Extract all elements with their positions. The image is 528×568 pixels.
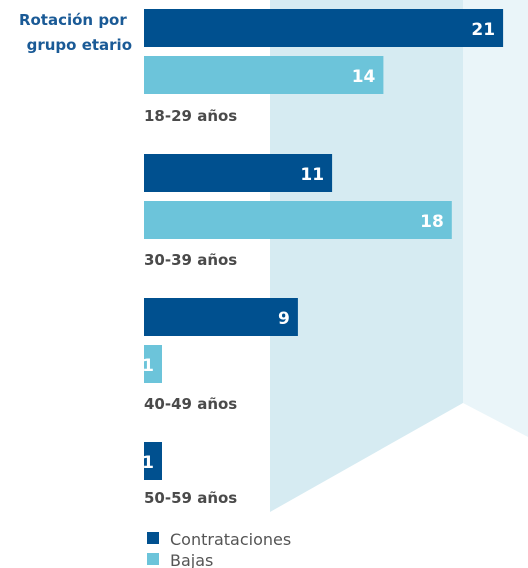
- bar-value-label-contrataciones-40-49-a-os: 9: [278, 309, 290, 329]
- legend-swatch-contrataciones: [147, 532, 159, 544]
- background-panel-light: [463, 0, 528, 437]
- legend: Contrataciones Bajas: [147, 530, 291, 568]
- bar-bajas-18-29-a-os: [144, 56, 384, 94]
- bar-bajas-40-49-a-os: [144, 345, 162, 383]
- category-label-18-29-a-os: 18-29 años: [144, 107, 237, 125]
- legend-label-contrataciones: Contrataciones: [170, 530, 291, 549]
- category-label-30-39-a-os: 30-39 años: [144, 251, 237, 269]
- category-labels-layer: 18-29 años 30-39 años 40-49 años 50-59 años: [144, 107, 237, 507]
- chart-title-line-2: grupo etario: [27, 36, 132, 54]
- legend-swatch-bajas: [147, 553, 159, 565]
- bar-contrataciones-50-59-a-os: [144, 442, 162, 480]
- bar-value-label-contrataciones-50-59-a-os: 1: [142, 453, 154, 473]
- bar-value-label-contrataciones-30-39-a-os: 11: [300, 165, 324, 185]
- chart-title-line-1: Rotación por: [19, 11, 127, 29]
- bar-contrataciones-18-29-a-os: [144, 9, 504, 47]
- bar-contrataciones-40-49-a-os: [144, 298, 298, 336]
- category-label-40-49-a-os: 40-49 años: [144, 395, 237, 413]
- background-panel-dark: [270, 0, 463, 512]
- category-label-50-59-a-os: 50-59 años: [144, 489, 237, 507]
- chart-title: Rotación por grupo etario: [19, 11, 132, 54]
- bar-value-label-bajas-30-39-a-os: 18: [420, 212, 444, 232]
- bar-value-label-bajas-40-49-a-os: 1: [142, 356, 154, 376]
- bar-contrataciones-30-39-a-os: [144, 154, 333, 192]
- bar-value-label-contrataciones-18-29-a-os: 21: [471, 20, 495, 40]
- legend-label-bajas: Bajas: [170, 551, 213, 568]
- bar-value-label-bajas-18-29-a-os: 14: [352, 67, 376, 87]
- bar-bajas-30-39-a-os: [144, 201, 452, 239]
